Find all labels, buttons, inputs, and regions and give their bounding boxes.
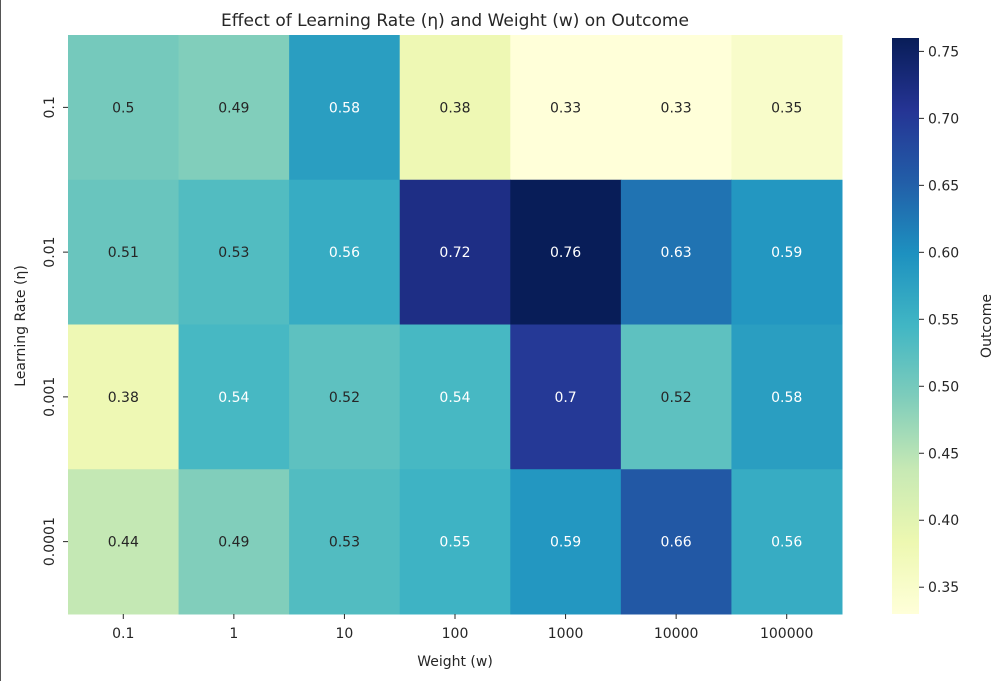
cell-value-label: 0.54 xyxy=(439,390,470,406)
heatmap-cell xyxy=(731,324,843,470)
x-tick-label: 0.1 xyxy=(112,626,134,642)
cell-value-label: 0.44 xyxy=(108,535,139,551)
heatmap-cell xyxy=(731,179,843,325)
cell-value-label: 0.59 xyxy=(771,245,802,261)
heatmap-cell xyxy=(620,35,732,181)
y-tick-label: 0.0001 xyxy=(42,517,58,566)
heatmap-cell xyxy=(510,469,622,615)
colorbar-tick-label: 0.60 xyxy=(928,245,959,261)
x-tick-label: 10 xyxy=(336,626,354,642)
heatmap-cell xyxy=(399,324,511,470)
colorbar-tick-label: 0.65 xyxy=(928,178,959,194)
colorbar-tick-label: 0.70 xyxy=(928,111,959,127)
heatmap-cell xyxy=(178,179,290,325)
colorbar-tick-label: 0.35 xyxy=(928,580,959,596)
colorbar-tick-label: 0.40 xyxy=(928,513,959,529)
colorbar-tick-label: 0.45 xyxy=(928,446,959,462)
cell-value-label: 0.72 xyxy=(439,245,470,261)
colorbar-tick-label: 0.75 xyxy=(928,44,959,60)
heatmap-cell xyxy=(510,179,622,325)
cell-value-label: 0.58 xyxy=(771,390,802,406)
cell-value-label: 0.54 xyxy=(218,390,249,406)
cell-value-label: 0.5 xyxy=(112,100,134,116)
cell-value-label: 0.38 xyxy=(108,390,139,406)
heatmap-cell xyxy=(68,35,180,181)
cell-value-label: 0.35 xyxy=(771,100,802,116)
heatmap-cell xyxy=(731,35,843,181)
y-axis-ticks: 0.1 0.01 0.001 0.0001 xyxy=(42,96,68,566)
colorbar-tick-label: 0.55 xyxy=(928,312,959,328)
x-tick-label: 100000 xyxy=(760,626,813,642)
heatmap-cell xyxy=(68,179,180,325)
cell-value-label: 0.59 xyxy=(550,535,581,551)
x-tick-label: 100 xyxy=(442,626,469,642)
heatmap-cell xyxy=(399,469,511,615)
heatmap-cell xyxy=(289,469,401,615)
cell-value-label: 0.55 xyxy=(439,535,470,551)
cell-value-label: 0.49 xyxy=(218,100,249,116)
cell-value-label: 0.49 xyxy=(218,535,249,551)
heatmap-cell xyxy=(510,35,622,181)
cell-value-label: 0.63 xyxy=(661,245,692,261)
heatmap-cell xyxy=(289,324,401,470)
heatmap-cell xyxy=(178,35,290,181)
cell-value-label: 0.7 xyxy=(554,390,576,406)
heatmap-cell xyxy=(620,324,732,470)
heatmap-cell xyxy=(399,35,511,181)
colorbar-ticks: 0.35 0.40 0.45 0.50 0.55 0.60 0.65 0.70 0.75 xyxy=(919,44,959,596)
cell-value-label: 0.52 xyxy=(329,390,360,406)
y-tick-label: 0.001 xyxy=(42,377,58,417)
heatmap-cell xyxy=(731,469,843,615)
y-tick-label: 0.1 xyxy=(42,96,58,118)
heatmap-cell xyxy=(510,324,622,470)
heatmap-cells: 0.5 0.49 0.58 0.38 0.33 0.33 0.35 0.51 0.53 0.56 0… xyxy=(68,35,843,615)
heatmap-cell xyxy=(178,324,290,470)
heatmap-cell xyxy=(289,179,401,325)
chart-title: Effect of Learning Rate (η) and Weight (… xyxy=(221,11,689,31)
cell-value-label: 0.52 xyxy=(661,390,692,406)
x-axis-label: Weight (w) xyxy=(417,654,493,670)
cell-value-label: 0.33 xyxy=(550,100,581,116)
colorbar-tick-label: 0.50 xyxy=(928,379,959,395)
x-axis-ticks: 0.1 1 10 100 1000 10000 100000 xyxy=(112,614,813,642)
cell-value-label: 0.53 xyxy=(218,245,249,261)
x-tick-label: 1 xyxy=(229,626,238,642)
cell-value-label: 0.51 xyxy=(108,245,139,261)
x-tick-label: 10000 xyxy=(654,626,699,642)
cell-value-label: 0.66 xyxy=(661,535,692,551)
cell-value-label: 0.56 xyxy=(329,245,360,261)
heatmap-cell xyxy=(68,469,180,615)
heatmap-cell xyxy=(620,179,732,325)
heatmap-cell xyxy=(289,35,401,181)
heatmap-cell xyxy=(68,324,180,470)
cell-value-label: 0.58 xyxy=(329,100,360,116)
heatmap-cell xyxy=(399,179,511,325)
colorbar xyxy=(892,38,919,614)
colorbar-label: Outcome xyxy=(979,294,995,358)
cell-value-label: 0.33 xyxy=(661,100,692,116)
cell-value-label: 0.76 xyxy=(550,245,581,261)
heatmap-cell xyxy=(178,469,290,615)
y-axis-label: Learning Rate (η) xyxy=(13,265,29,387)
cell-value-label: 0.38 xyxy=(439,100,470,116)
heatmap-cell xyxy=(620,469,732,615)
x-tick-label: 1000 xyxy=(548,626,584,642)
cell-value-label: 0.56 xyxy=(771,535,802,551)
cell-value-label: 0.53 xyxy=(329,535,360,551)
y-tick-label: 0.01 xyxy=(42,237,58,268)
